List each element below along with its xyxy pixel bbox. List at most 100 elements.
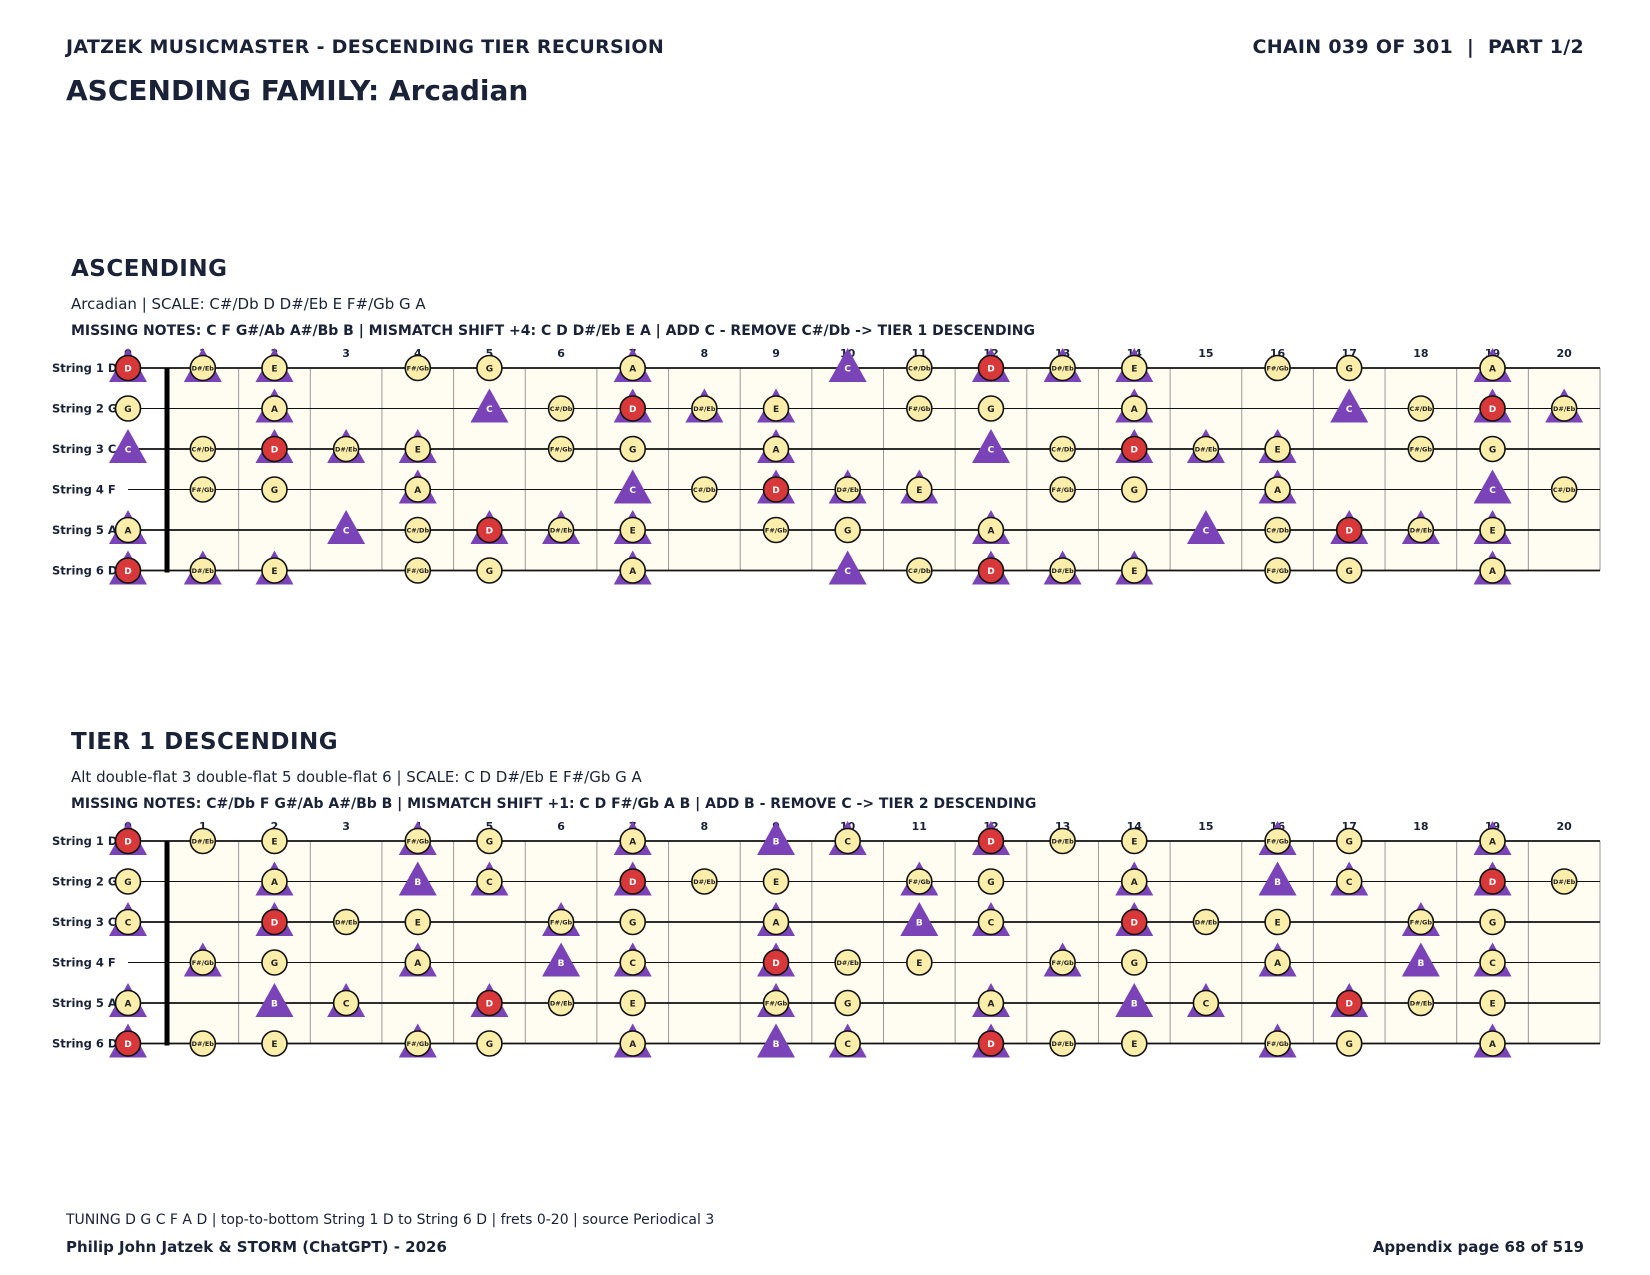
fret-number: 1	[199, 820, 207, 833]
note-label: G	[486, 567, 493, 577]
scale-note-marker	[1479, 557, 1506, 584]
note-label: C#/Db	[1410, 405, 1433, 413]
note-label: E	[630, 1000, 636, 1010]
note-label: F#/Gb	[550, 919, 573, 927]
section-title-ascending: ASCENDING	[71, 256, 228, 282]
note-label: G	[271, 486, 278, 496]
note-label: E	[271, 567, 277, 577]
scale-note-marker	[1335, 868, 1363, 895]
scale-note-marker	[1479, 1030, 1506, 1057]
note-label: A	[1489, 567, 1496, 577]
mismatch-triangle	[470, 388, 509, 423]
root-note-marker	[762, 949, 790, 976]
note-label: C	[125, 446, 132, 456]
fret-number: 5	[486, 347, 494, 360]
note-label: D	[987, 365, 994, 375]
note-label: C	[988, 446, 995, 456]
note-label: D#/Eb	[1051, 567, 1074, 575]
scale-note-marker	[261, 949, 288, 976]
note-label: A	[414, 486, 421, 496]
note-label: D#/Eb	[1553, 405, 1576, 413]
note-label: E	[916, 959, 922, 969]
scale-note-marker	[619, 557, 647, 584]
scale-note-marker	[834, 949, 861, 976]
author-credit: Philip John Jatzek & STORM (ChatGPT) - 2…	[66, 1238, 447, 1256]
note-label: C#/Db	[1266, 527, 1289, 535]
scale-note-marker	[404, 1030, 432, 1057]
note-label: C	[1203, 527, 1210, 537]
note-label: E	[1489, 1000, 1495, 1010]
scale-note-marker	[906, 354, 933, 382]
root-note-marker	[762, 476, 790, 503]
note-label: A	[1131, 405, 1138, 415]
note-label: G	[844, 1000, 851, 1010]
note-label: A	[773, 919, 780, 929]
note-label: C#/Db	[550, 405, 573, 413]
string-label: String 4 F	[52, 956, 116, 970]
note-label: G	[1346, 365, 1353, 375]
fret-number: 2	[271, 820, 279, 833]
note-label: F#/Gb	[1266, 838, 1289, 846]
note-label: A	[629, 838, 636, 848]
note-label: C#/Db	[908, 365, 931, 373]
note-label: C	[1489, 486, 1496, 496]
root-note-marker	[114, 557, 142, 584]
note-label: D	[271, 446, 278, 456]
fret-number: 6	[557, 820, 565, 833]
scale-note-marker	[1120, 557, 1148, 584]
note-label: F#/Gb	[407, 838, 430, 846]
scale-note-marker	[1049, 435, 1076, 463]
scale-note-marker	[834, 516, 861, 544]
scale-note-marker	[1479, 435, 1506, 463]
note-label: C#/Db	[406, 527, 429, 535]
document-title: JATZEK MUSICMASTER - DESCENDING TIER REC…	[66, 36, 665, 58]
scale-note-marker	[691, 868, 718, 895]
note-label: C	[844, 1040, 851, 1050]
mismatch-triangle	[109, 429, 147, 463]
scale-note-marker	[1264, 516, 1291, 544]
string-label: String 5 A	[52, 996, 117, 1010]
note-label: E	[1274, 446, 1280, 456]
note-label: G	[1346, 1040, 1353, 1050]
scale-note-marker	[834, 476, 861, 503]
root-note-marker	[977, 827, 1005, 855]
scale-note-marker	[619, 827, 647, 855]
note-label: G	[844, 527, 851, 537]
note-label: F#/Gb	[550, 446, 573, 454]
scale-note-marker	[404, 908, 432, 936]
note-label: C	[844, 838, 851, 848]
scale-note-marker	[332, 908, 360, 936]
note-label: D#/Eb	[837, 959, 860, 967]
section-missing-ascending: MISSING NOTES: C F G#/Ab A#/Bb B | MISMA…	[71, 323, 1036, 339]
note-label: D#/Eb	[192, 838, 215, 846]
scale-note-marker	[189, 435, 217, 463]
scale-note-marker	[1479, 908, 1506, 936]
note-label: B	[773, 1040, 780, 1050]
note-label: D#/Eb	[1051, 365, 1074, 373]
fret-number: 8	[701, 820, 709, 833]
note-label: F#/Gb	[407, 1040, 430, 1048]
note-label: D	[1345, 527, 1352, 537]
note-label: F#/Gb	[1052, 486, 1075, 494]
fret-number: 5	[486, 820, 494, 833]
scale-note-marker	[619, 354, 647, 382]
scale-note-marker	[1407, 516, 1435, 544]
scale-note-marker	[547, 435, 575, 463]
root-note-marker	[977, 1030, 1005, 1057]
scale-note-marker	[1407, 908, 1435, 936]
note-label: A	[271, 405, 278, 415]
scale-note-marker	[906, 395, 933, 422]
scale-note-marker	[476, 354, 503, 382]
mismatch-triangle	[828, 550, 867, 585]
note-label: D#/Eb	[1051, 838, 1074, 846]
note-label: D#/Eb	[192, 567, 215, 575]
scale-note-marker	[762, 868, 790, 895]
scale-note-marker	[1120, 354, 1148, 382]
scale-note-marker	[1120, 1030, 1148, 1057]
scale-note-marker	[476, 827, 503, 855]
scale-note-marker	[476, 557, 503, 584]
note-label: F#/Gb	[1410, 919, 1433, 927]
chain-indicator: CHAIN 039 OF 301 | PART 1/2	[1252, 36, 1584, 58]
scale-note-marker	[1264, 949, 1291, 976]
scale-note-marker	[1120, 868, 1148, 895]
